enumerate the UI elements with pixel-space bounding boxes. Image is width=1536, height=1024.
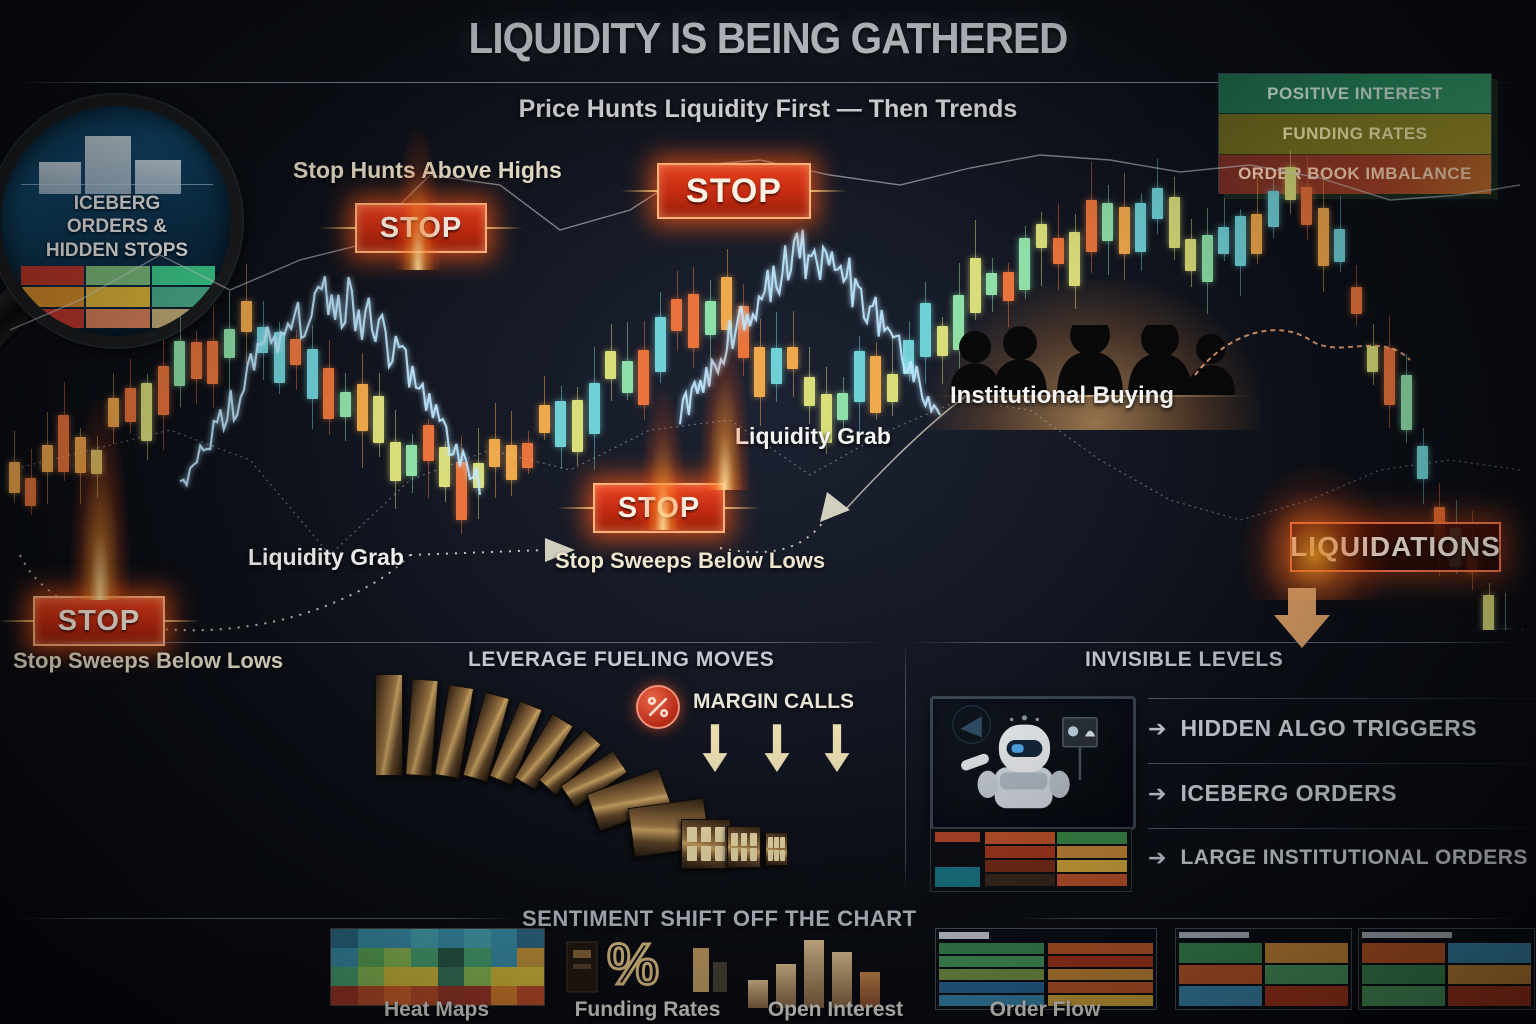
svg-text:%: %	[607, 932, 659, 997]
